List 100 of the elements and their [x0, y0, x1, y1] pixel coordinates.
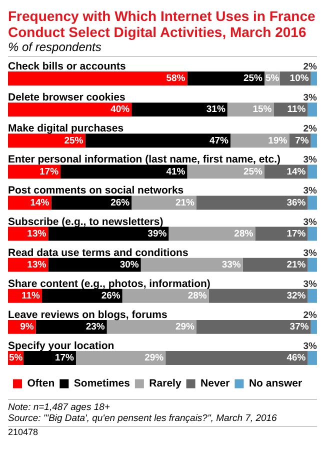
- bar: [140, 258, 243, 272]
- bar: [310, 72, 317, 86]
- data-label: 2%: [303, 310, 318, 321]
- data-label: 25%: [243, 73, 264, 84]
- data-label: 3%: [303, 248, 318, 259]
- data-label: 3%: [303, 186, 318, 197]
- data-label: 41%: [166, 166, 186, 178]
- data-label: 29%: [144, 352, 164, 364]
- data-label: 28%: [188, 290, 208, 302]
- bar: [196, 320, 311, 334]
- legend-label: Rarely: [149, 378, 182, 390]
- data-label: 33%: [222, 259, 242, 270]
- text: 210478: [8, 426, 317, 437]
- bar: [308, 196, 317, 210]
- bar: [308, 288, 317, 303]
- bar: [8, 164, 61, 179]
- bar: [187, 164, 264, 179]
- data-label: 5%: [265, 73, 280, 84]
- bar: [196, 196, 308, 210]
- data-label: 17%: [286, 228, 306, 240]
- data-label: 23%: [86, 322, 106, 333]
- data-label: 47%: [209, 135, 230, 146]
- bar: [308, 164, 317, 179]
- bar: [60, 164, 188, 179]
- y-tick-label: Delete browser cookies: [8, 92, 126, 104]
- data-label: 21%: [175, 197, 196, 208]
- bar: [310, 320, 317, 334]
- y-tick-label: Enter personal information (last name, first name, etc.): [8, 154, 280, 166]
- data-label: 7%: [295, 135, 310, 146]
- data-label: 3%: [303, 340, 318, 352]
- y-tick-label: Specify your location: [8, 340, 114, 352]
- bar: [8, 134, 86, 148]
- bar: [106, 320, 196, 334]
- bar: [187, 72, 264, 86]
- data-label: 14%: [30, 197, 50, 208]
- source-note: Source: "'Big Data', qu'en pensent les français?", March 7, 2016: [8, 413, 278, 424]
- bar: [255, 226, 308, 241]
- data-label: 39%: [148, 228, 168, 240]
- chart-subtitle: % of respondents: [8, 40, 317, 57]
- legend-label: Sometimes: [74, 378, 130, 390]
- legend-label: No answer: [248, 378, 302, 390]
- bar: [23, 350, 76, 365]
- data-label: 46%: [286, 352, 306, 364]
- bar: [8, 72, 188, 86]
- data-label: 3%: [303, 154, 318, 166]
- bar: [132, 196, 196, 210]
- data-label: 32%: [286, 290, 306, 302]
- data-label: 25%: [243, 166, 264, 178]
- data-label: 17%: [54, 352, 75, 364]
- data-label: 28%: [234, 228, 254, 240]
- bar: [42, 288, 122, 303]
- y-tick-label: Share content (e.g., photos, information): [8, 278, 210, 290]
- bar: [166, 350, 308, 365]
- y-tick-label: Leave reviews on blogs, forums: [8, 308, 168, 321]
- data-label: 9%: [20, 322, 34, 333]
- bar: [308, 102, 317, 117]
- bar: [76, 350, 166, 365]
- data-label: 40%: [110, 104, 130, 116]
- y-tick-label: Subscribe (e.g., to newsletters): [8, 216, 164, 228]
- data-label: 11%: [287, 104, 306, 116]
- data-label: 21%: [286, 259, 306, 270]
- bar: [85, 134, 230, 148]
- y-tick-label: Post comments on social networks: [8, 184, 184, 197]
- data-label: 19%: [268, 135, 288, 146]
- legend-label: Never: [200, 378, 230, 390]
- bar: [132, 102, 228, 117]
- data-label: 3%: [303, 216, 318, 228]
- data-label: 14%: [286, 166, 306, 178]
- bar: [8, 102, 132, 117]
- y-tick-label: Make digital purchases: [8, 122, 124, 135]
- data-label: 3%: [303, 92, 318, 104]
- bar: [36, 320, 107, 334]
- data-label: 5%: [8, 352, 24, 364]
- data-label: 58%: [166, 73, 186, 84]
- bar: [48, 258, 141, 272]
- data-label: 31%: [206, 104, 226, 116]
- bar: [230, 134, 290, 148]
- bar: [208, 288, 308, 303]
- bar: [308, 350, 317, 365]
- data-label: 29%: [175, 322, 196, 333]
- data-label: 36%: [286, 197, 306, 208]
- bar: [122, 288, 209, 303]
- data-label: 11%: [21, 290, 41, 302]
- data-label: 30%: [120, 259, 140, 270]
- bar: [242, 258, 308, 272]
- data-label: 2%: [303, 124, 318, 135]
- data-label: 26%: [101, 290, 121, 302]
- data-label: 15%: [252, 104, 272, 116]
- bar: [168, 226, 256, 241]
- bar: [308, 258, 317, 272]
- data-label: 2%: [303, 62, 318, 73]
- legend-label: Often: [27, 378, 55, 390]
- data-label: 3%: [303, 278, 318, 290]
- data-label: 25%: [64, 135, 84, 146]
- data-label: 17%: [40, 166, 60, 178]
- data-label: 13%: [27, 259, 47, 270]
- data-label: 37%: [290, 322, 310, 333]
- y-tick-label: Check bills or accounts: [8, 60, 126, 73]
- bar: [51, 196, 132, 210]
- y-tick-label: Read data use terms and conditions: [8, 246, 188, 259]
